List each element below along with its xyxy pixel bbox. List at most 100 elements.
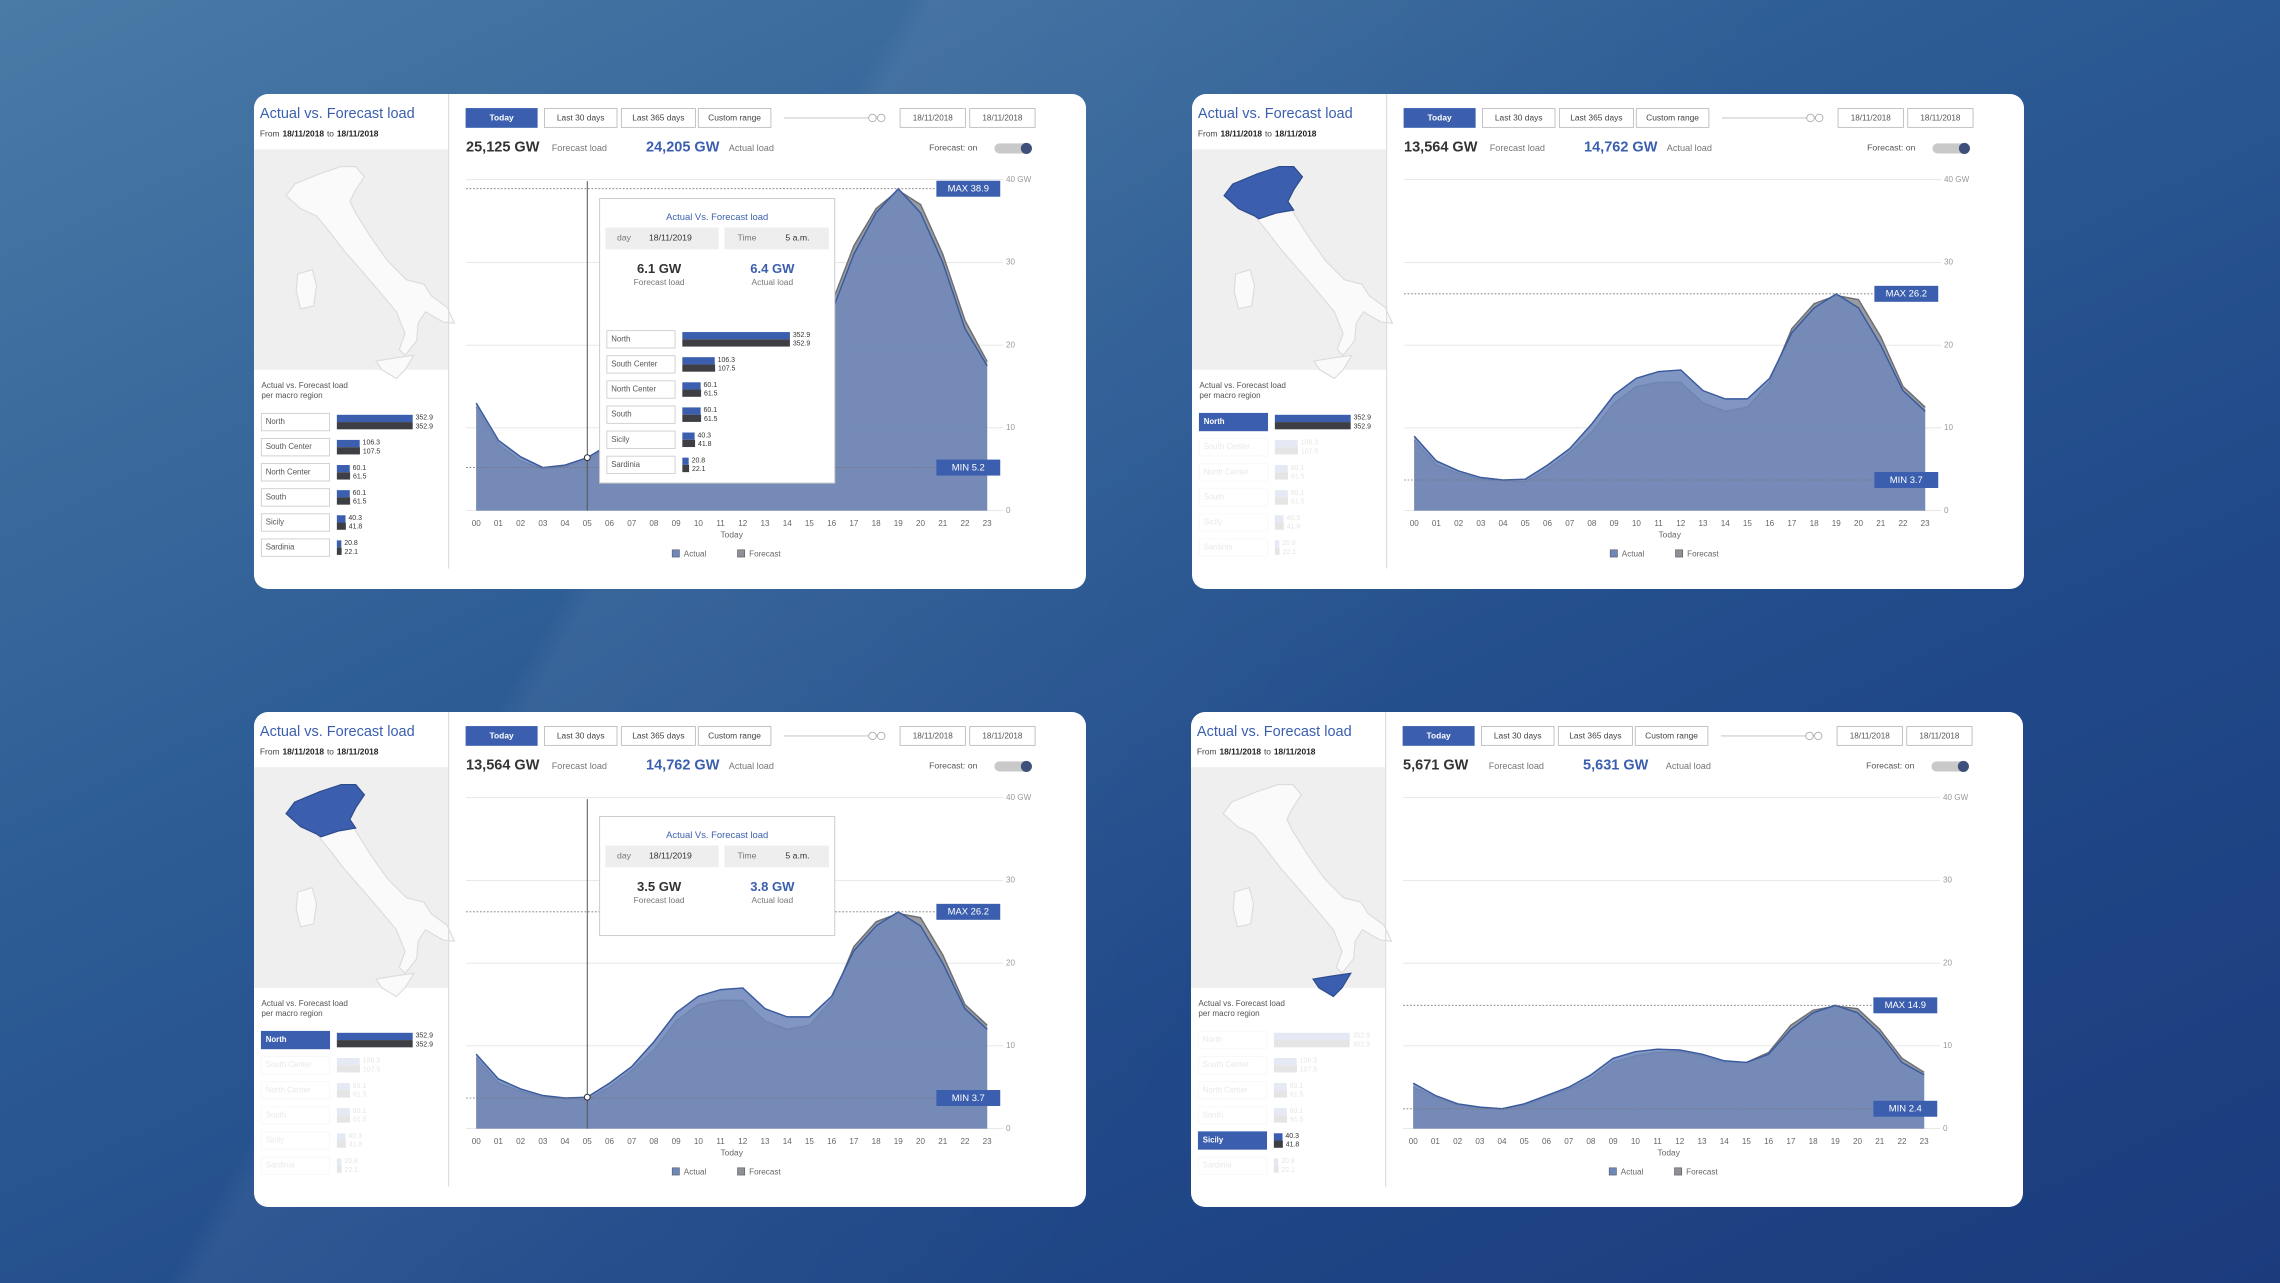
x-tick-label: 03 <box>1475 1137 1485 1146</box>
region-button[interactable] <box>1198 412 1269 432</box>
region-button[interactable] <box>260 438 331 457</box>
region-button[interactable] <box>1198 463 1269 482</box>
region-row[interactable]: South 60.1 61.5 <box>1198 488 1305 507</box>
region-row[interactable]: Sardinia 20.8 22.1 <box>260 1156 358 1175</box>
range-button[interactable] <box>465 726 538 746</box>
region-button[interactable] <box>260 412 331 432</box>
region-button[interactable] <box>260 1030 331 1050</box>
range-button[interactable] <box>465 108 538 128</box>
range-button[interactable] <box>1402 726 1475 746</box>
region-button[interactable] <box>606 330 676 349</box>
forecast-toggle-knob[interactable] <box>1020 142 1032 154</box>
region-row[interactable]: Sicily 40.3 41.8 <box>606 430 712 449</box>
region-button[interactable] <box>1197 1030 1268 1050</box>
date-input[interactable] <box>969 726 1036 746</box>
region-row[interactable]: Sicily 40.3 41.8 <box>260 513 362 532</box>
range-button[interactable] <box>544 726 618 746</box>
date-input[interactable] <box>899 108 966 128</box>
slider-knob[interactable] <box>1814 113 1824 123</box>
date-input[interactable] <box>1907 108 1974 128</box>
region-button[interactable] <box>260 488 331 507</box>
date-input[interactable] <box>899 726 966 746</box>
slider-knob[interactable] <box>1806 113 1815 123</box>
region-button[interactable] <box>606 355 676 374</box>
region-row[interactable]: Sardinia 20.8 22.1 <box>260 538 358 557</box>
range-button[interactable] <box>1634 726 1709 746</box>
region-button[interactable] <box>260 538 331 557</box>
range-button[interactable] <box>1635 108 1710 128</box>
region-button[interactable] <box>1198 513 1269 532</box>
forecast-toggle-knob[interactable] <box>1958 142 1970 154</box>
range-button[interactable] <box>1558 108 1634 128</box>
slider-knob[interactable] <box>1805 731 1814 741</box>
slider-knob[interactable] <box>868 731 877 741</box>
region-row[interactable]: Sardinia 20.8 22.1 <box>1197 1156 1295 1175</box>
region-button[interactable] <box>260 1056 331 1075</box>
region-button[interactable] <box>260 1156 331 1175</box>
region-row[interactable]: Sicily 40.3 41.8 <box>1198 513 1300 532</box>
range-button[interactable] <box>697 108 772 128</box>
region-button[interactable] <box>1197 1081 1268 1100</box>
region-button[interactable] <box>260 1106 331 1125</box>
region-button[interactable] <box>1197 1056 1268 1075</box>
region-button[interactable] <box>606 405 676 424</box>
region-button[interactable] <box>1198 538 1269 557</box>
region-row[interactable]: South 60.1 61.5 <box>260 488 367 507</box>
region-button[interactable] <box>1198 488 1269 507</box>
region-row[interactable]: South 60.1 61.5 <box>1197 1106 1304 1125</box>
region-row[interactable]: Sardinia 20.8 22.1 <box>606 455 706 475</box>
region-row[interactable]: South 60.1 61.5 <box>606 405 718 424</box>
date-input[interactable] <box>969 108 1036 128</box>
region-row[interactable]: South 60.1 61.5 <box>260 1106 367 1125</box>
region-button[interactable] <box>606 455 676 475</box>
slider-knob[interactable] <box>1813 731 1823 741</box>
region-row[interactable]: Sicily 40.3 41.8 <box>260 1131 362 1150</box>
region-row[interactable]: North Center 60.161.5 <box>606 380 718 399</box>
range-button[interactable] <box>1403 108 1476 128</box>
range-button[interactable] <box>697 726 772 746</box>
region-row[interactable]: North Center 60.161.5 <box>1198 463 1305 482</box>
range-button[interactable] <box>1480 726 1555 746</box>
range-button[interactable] <box>1481 108 1556 128</box>
region-actual-label: 106.3 <box>363 1058 381 1065</box>
slider-knob[interactable] <box>876 113 886 123</box>
range-button[interactable] <box>620 108 696 128</box>
region-button[interactable] <box>1197 1106 1268 1125</box>
slider-knob[interactable] <box>876 731 886 741</box>
range-button[interactable] <box>620 726 696 746</box>
region-row[interactable]: North Center 60.161.5 <box>1197 1081 1304 1100</box>
region-row[interactable]: North Center 60.161.5 <box>260 1081 367 1100</box>
date-input[interactable] <box>1837 108 1904 128</box>
date-input-value: 18/11/2018 <box>1850 732 1890 741</box>
range-button[interactable] <box>1557 726 1633 746</box>
region-button[interactable] <box>260 1081 331 1100</box>
region-button[interactable] <box>1197 1156 1268 1175</box>
slider-knob[interactable] <box>868 113 877 123</box>
region-button[interactable] <box>260 1131 331 1150</box>
region-button[interactable] <box>1197 1131 1268 1150</box>
region-button[interactable] <box>260 513 331 532</box>
region-row[interactable]: North Center 60.161.5 <box>260 463 367 482</box>
date-input[interactable] <box>1906 726 1973 746</box>
region-button[interactable] <box>606 380 676 399</box>
forecast-toggle-knob[interactable] <box>1957 760 1969 772</box>
range-button[interactable] <box>544 108 618 128</box>
date-input[interactable] <box>1836 726 1903 746</box>
region-row[interactable]: Sicily 40.3 41.8 <box>1197 1131 1299 1150</box>
region-row[interactable]: Sardinia 20.8 22.1 <box>1198 538 1296 557</box>
region-button[interactable] <box>606 430 676 449</box>
region-button[interactable] <box>1198 438 1269 457</box>
forecast-toggle-knob[interactable] <box>1020 760 1032 772</box>
region-button[interactable] <box>260 463 331 482</box>
region-actual-bar <box>336 439 360 448</box>
